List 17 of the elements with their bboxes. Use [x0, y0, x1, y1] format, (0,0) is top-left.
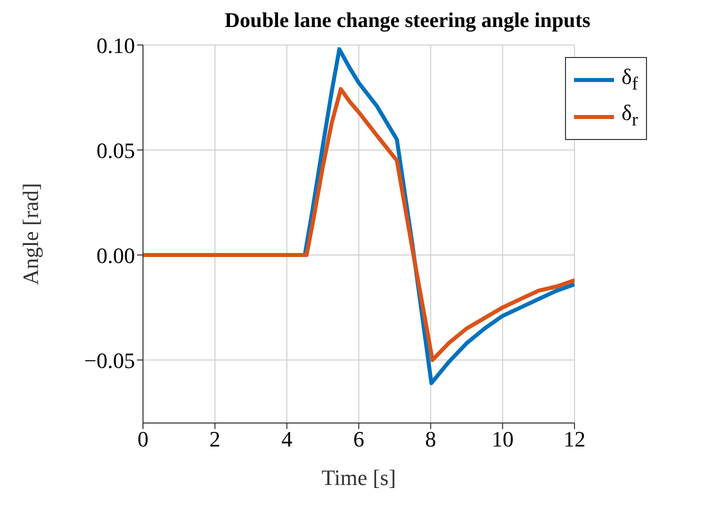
x-tick-label: 0: [138, 426, 148, 452]
y-tick-label: −0.05: [84, 348, 135, 373]
legend-label: δ$_{r}$: [622, 99, 638, 132]
chart-title: Double lane change steering angle inputs: [224, 8, 592, 33]
x-tick-label: 10: [492, 426, 514, 452]
y-tick-label: 0.10: [96, 32, 135, 58]
y-axis-title: Angle [rad]: [18, 182, 43, 286]
y-tick-label: 0.05: [96, 138, 135, 163]
x-tick-label: 4: [281, 426, 292, 452]
x-tick-label: 12: [564, 426, 586, 452]
x-tick-label: 6: [353, 426, 364, 452]
line-series: [143, 87, 575, 362]
x-axis-title: Time [s]: [322, 465, 396, 490]
legend-label: δ$_{f}$: [622, 63, 638, 96]
y-tick-label: 0.00: [96, 242, 135, 268]
x-tick-label: 8: [425, 426, 436, 452]
x-tick-label: 2: [209, 426, 220, 452]
